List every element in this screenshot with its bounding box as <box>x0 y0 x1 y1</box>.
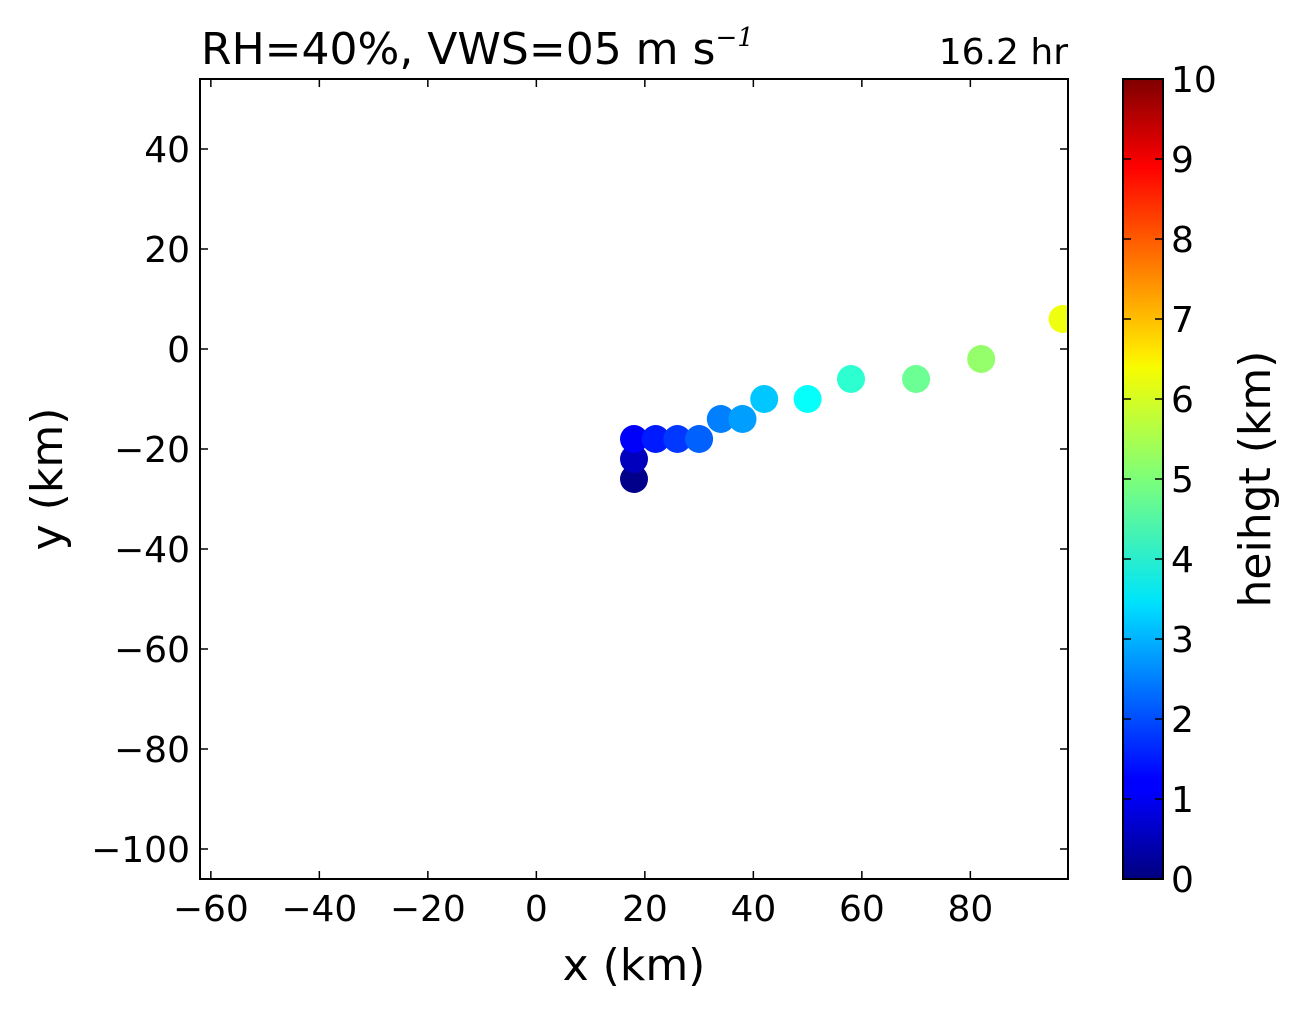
scatter-point-4 <box>641 425 670 453</box>
scatter-point-13 <box>967 345 996 373</box>
scatter-point-8 <box>728 405 757 433</box>
y-tick-label: −20 <box>114 430 190 471</box>
scatter-point-14 <box>1048 305 1068 333</box>
scatter-point-11 <box>837 365 865 393</box>
y-tick-label: 40 <box>144 130 190 171</box>
colorbar-tick-label: 6 <box>1171 380 1194 421</box>
colorbar-tick-label: 0 <box>1171 860 1194 901</box>
scatter-point-10 <box>793 385 822 413</box>
colorbar-label: heihgt (km) <box>1230 351 1281 608</box>
y-tick-label: 0 <box>167 330 190 371</box>
scatter-points <box>620 305 1068 493</box>
y-tick-label: −60 <box>114 630 190 671</box>
scatter-point-7 <box>706 405 735 433</box>
scatter-point-3 <box>620 425 648 453</box>
colorbar-tick-label: 4 <box>1171 540 1194 581</box>
colorbar-tick-label: 3 <box>1171 620 1194 661</box>
y-tick-label: 20 <box>144 230 190 271</box>
colorbar-tick-label: 9 <box>1171 140 1194 181</box>
time-label: 16.2 hr <box>939 32 1068 73</box>
colorbar-tick-label: 7 <box>1171 300 1194 341</box>
x-tick-label: −60 <box>173 889 249 930</box>
x-tick-label: 60 <box>839 889 885 930</box>
scatter-point-12 <box>902 365 931 393</box>
colorbar-tick-label: 8 <box>1171 220 1194 261</box>
plot-frame <box>199 78 1069 880</box>
y-tick-label: −100 <box>91 830 190 871</box>
scatter-point-1 <box>620 465 648 493</box>
y-tick-label: −40 <box>114 530 190 571</box>
x-tick-label: −20 <box>390 889 466 930</box>
x-tick-label: −40 <box>281 889 357 930</box>
y-axis-label: y (km) <box>22 408 73 551</box>
colorbar-tick-label: 2 <box>1171 700 1194 741</box>
x-tick-label: 40 <box>730 889 776 930</box>
colorbar-tick-label: 10 <box>1171 60 1217 101</box>
scatter-point-9 <box>750 385 779 413</box>
scatter-point-2 <box>620 445 648 473</box>
scatter-point-5 <box>663 425 692 453</box>
y-tick-label: −80 <box>114 730 190 771</box>
scatter-point-6 <box>685 425 714 453</box>
title-superscript: −1 <box>715 23 753 53</box>
x-tick-label: 20 <box>622 889 668 930</box>
axis-ticks: −60 −40 −20 0 20 40 60 80 40 20 0 −20 −40 −60 −80 −100 <box>91 79 1068 930</box>
colorbar-tick-label: 5 <box>1171 460 1194 501</box>
x-axis-label: x (km) <box>563 940 706 991</box>
colorbar-tick-label: 1 <box>1171 780 1194 821</box>
chart-title: RH=40%, VWS=05 m s−1 <box>201 23 754 75</box>
x-tick-label: 0 <box>525 889 548 930</box>
colorbar-ticks: 0 1 2 3 4 5 6 7 8 9 10 <box>1123 60 1217 901</box>
x-tick-label: 80 <box>947 889 993 930</box>
